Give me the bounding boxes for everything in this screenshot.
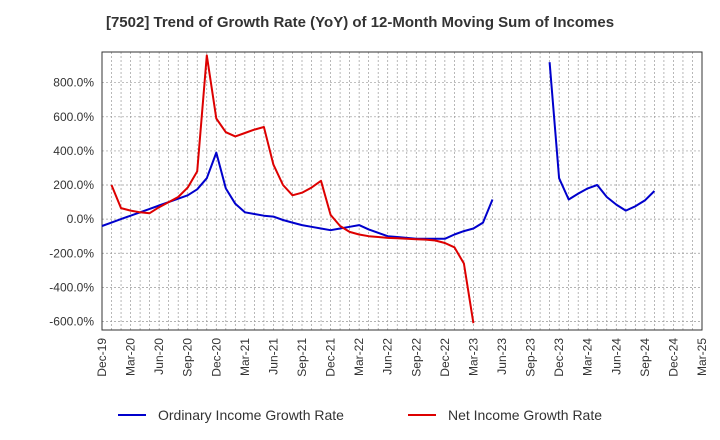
- series-line-net-income: [110, 54, 475, 324]
- legend-label-net-income: Net Income Growth Rate: [447, 407, 603, 423]
- chart-title: [7502] Trend of Growth Rate (YoY) of 12-…: [105, 14, 615, 31]
- x-tick-label: Sep-22: [409, 338, 423, 377]
- plot-background: [102, 52, 702, 330]
- series-line-ordinary-income: [548, 62, 656, 212]
- x-tick-label: Jun-23: [495, 338, 509, 375]
- x-tick-label: Mar-21: [238, 338, 252, 376]
- x-tick-label: Jun-24: [609, 338, 623, 375]
- x-tick-label: Sep-20: [181, 338, 195, 377]
- plot-frame: [101, 51, 703, 331]
- legend-label-ordinary-income: Ordinary Income Growth Rate: [157, 407, 344, 423]
- x-tick-label: Sep-23: [524, 338, 538, 377]
- y-tick-label: -400.0%: [49, 280, 94, 294]
- x-tick-label: Dec-24: [666, 338, 680, 377]
- y-tick-label: 400.0%: [53, 144, 94, 158]
- y-tick-label: 600.0%: [53, 110, 94, 124]
- x-tick-label: Mar-25: [695, 338, 709, 376]
- x-tick-label: Sep-21: [295, 338, 309, 377]
- x-tick-label: Mar-24: [581, 338, 595, 376]
- x-tick-label: Sep-24: [638, 338, 652, 377]
- legend-swatch-ordinary-income: [117, 414, 146, 416]
- x-tick-label: Dec-19: [95, 338, 109, 377]
- chart-legend: Ordinary Income Growth Rate Net Income G…: [0, 404, 720, 426]
- legend-swatch-net-income: [407, 414, 436, 416]
- x-tick-label: Jun-21: [266, 338, 280, 375]
- x-tick-label: Dec-22: [438, 338, 452, 377]
- x-tick-label: Mar-20: [124, 338, 138, 376]
- y-tick-label: -200.0%: [49, 246, 94, 260]
- x-tick-label: Mar-23: [466, 338, 480, 376]
- legend-item-ordinary-income: Ordinary Income Growth Rate: [117, 407, 344, 423]
- x-tick-label: Mar-22: [352, 338, 366, 376]
- legend-item-net-income: Net Income Growth Rate: [407, 407, 603, 423]
- x-tick-label: Jun-20: [152, 338, 166, 375]
- x-tick-label: Dec-20: [209, 338, 223, 377]
- y-tick-label: 800.0%: [53, 76, 94, 90]
- x-tick-label: Dec-21: [324, 338, 338, 377]
- y-tick-label: -600.0%: [49, 314, 94, 328]
- y-tick-label: 200.0%: [53, 178, 94, 192]
- x-tick-label: Dec-23: [552, 338, 566, 377]
- y-tick-label: 0.0%: [67, 212, 95, 226]
- x-tick-label: Jun-22: [381, 338, 395, 375]
